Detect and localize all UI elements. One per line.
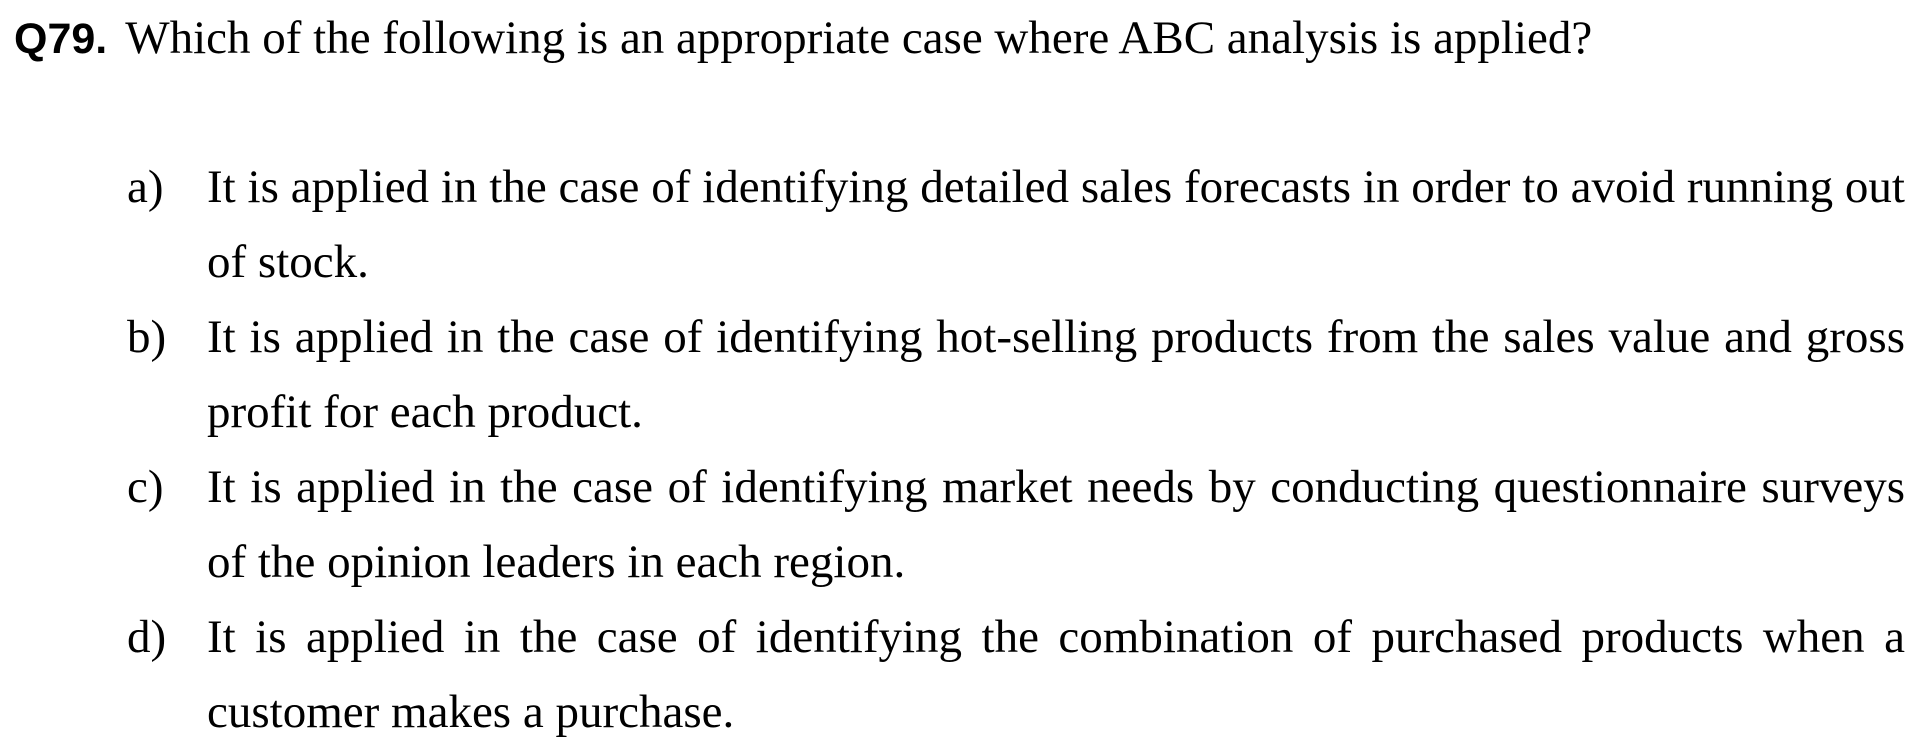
option-b: b) It is applied in the case of identify… bbox=[127, 300, 1905, 450]
answer-options-list: a) It is applied in the case of identify… bbox=[127, 150, 1905, 750]
question-number: Q79. bbox=[14, 15, 108, 63]
option-letter: b) bbox=[127, 311, 167, 363]
option-d: d) It is applied in the case of identify… bbox=[127, 600, 1905, 750]
question-heading: Q79. Which of the following is an appropr… bbox=[14, 8, 1894, 79]
option-letter: a) bbox=[127, 161, 164, 213]
option-c: c) It is applied in the case of identify… bbox=[127, 450, 1905, 600]
question-text: Which of the following is an appropriate… bbox=[125, 12, 1593, 64]
option-text: It is applied in the case of identifying… bbox=[207, 311, 1905, 438]
option-text: It is applied in the case of identifying… bbox=[207, 461, 1905, 588]
option-text: It is applied in the case of identifying… bbox=[207, 161, 1905, 288]
option-text: It is applied in the case of identifying… bbox=[207, 611, 1905, 738]
option-a: a) It is applied in the case of identify… bbox=[127, 150, 1905, 300]
option-letter: d) bbox=[127, 611, 167, 663]
option-letter: c) bbox=[127, 461, 164, 513]
